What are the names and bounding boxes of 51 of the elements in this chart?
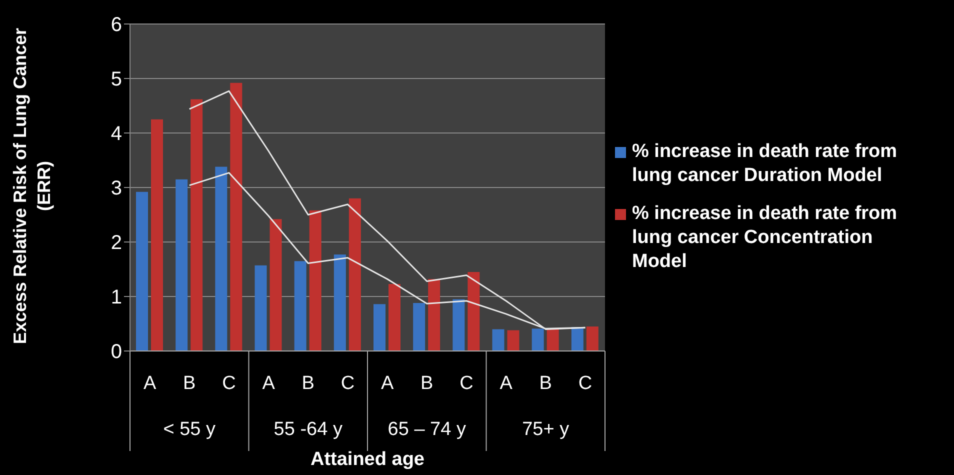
bar: [428, 279, 440, 351]
y-tick-label: 1: [110, 286, 122, 309]
bar: [190, 99, 203, 351]
bar: [374, 304, 386, 351]
x-tick-label: C: [578, 373, 592, 394]
bar: [532, 328, 544, 351]
legend-label: % increase in death rate from lung cancer Concentration Model: [632, 202, 898, 274]
bar: [254, 265, 267, 351]
x-tick-label: B: [420, 373, 434, 394]
x-axis-title: Attained age: [310, 449, 425, 470]
legend-label: % increase in death rate from lung cancer Duration Model: [632, 140, 898, 188]
y-tick-label: 5: [110, 68, 122, 91]
y-tick-label: 4: [110, 123, 122, 146]
bar: [413, 303, 426, 351]
text: 75+ y: [522, 419, 570, 440]
x-tick-label: C: [222, 373, 236, 394]
bar: [270, 219, 282, 351]
y-tick-label: 0: [110, 341, 122, 364]
bar: [452, 299, 465, 351]
x-tick-label: A: [500, 373, 513, 394]
bar: [571, 327, 584, 351]
bar: [176, 179, 188, 351]
y-tick-label: 2: [110, 232, 122, 254]
x-tick-label: A: [143, 373, 156, 394]
bar: [294, 261, 306, 351]
bar: [151, 119, 163, 351]
bar: [546, 328, 559, 351]
bar: [348, 198, 361, 351]
text: < 55 y: [163, 419, 216, 440]
bar: [388, 284, 400, 351]
x-tick-label: A: [380, 373, 394, 394]
x-tick-label: C: [460, 373, 474, 394]
x-tick-label: B: [183, 373, 196, 394]
bar: [230, 82, 242, 351]
y-axis-title: Excess Relative Risk of Lung Cancer (ERR): [9, 26, 55, 346]
bar: [309, 210, 322, 351]
bar: [136, 192, 148, 351]
text: 55 -64 y: [274, 419, 343, 440]
bar: [507, 330, 520, 351]
bar: [468, 272, 480, 351]
bar: [586, 326, 598, 351]
text: 65 – 74 y: [388, 419, 466, 440]
y-tick-label: 6: [110, 14, 122, 36]
x-tick-label: A: [262, 373, 276, 394]
bar: [334, 254, 346, 351]
y-tick-label: 3: [110, 178, 122, 200]
bar: [492, 329, 504, 351]
bar: [215, 166, 228, 351]
x-tick-label: C: [340, 373, 355, 394]
x-tick-label: B: [539, 373, 552, 394]
x-tick-label: B: [302, 373, 314, 394]
